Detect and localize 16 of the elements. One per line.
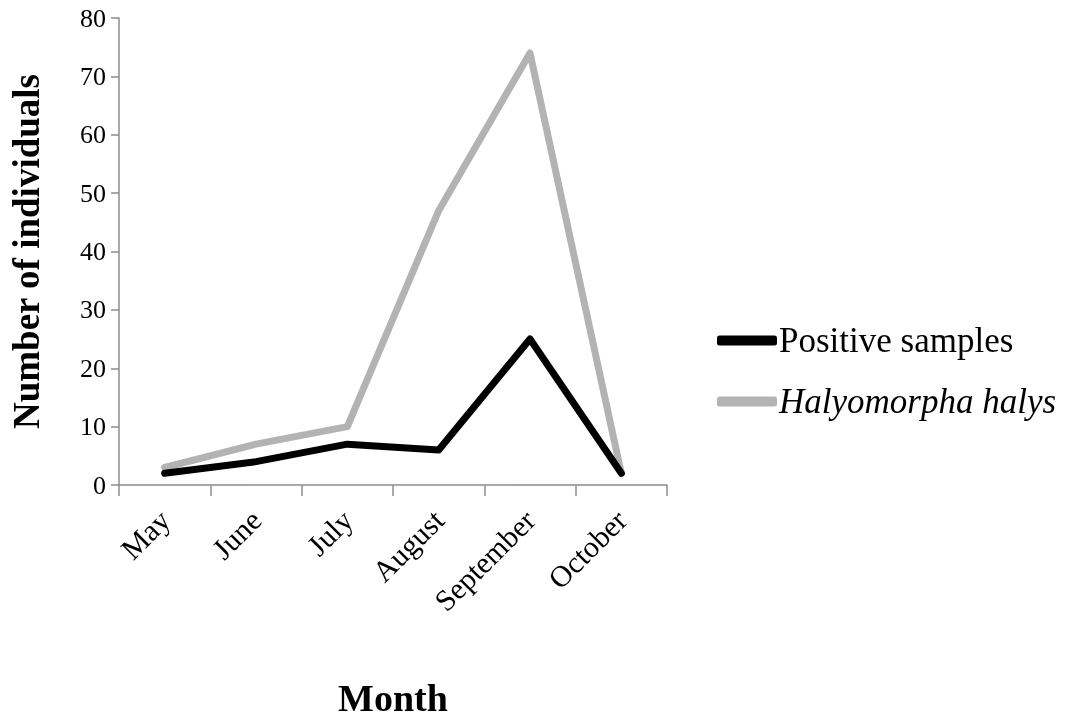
y-tick-label: 60 xyxy=(80,120,106,150)
y-axis-title: Number of individuals xyxy=(6,73,47,430)
y-tick-label: 40 xyxy=(80,237,106,266)
x-tick-label: May xyxy=(114,503,177,566)
x-axis-title: Month xyxy=(338,677,448,719)
y-tick-label: 10 xyxy=(80,412,106,442)
legend-label: Positive samples xyxy=(779,321,1014,360)
x-tick-label: July xyxy=(300,503,360,563)
y-tick-label: 80 xyxy=(80,3,106,33)
legend-label: Halyomorpha halys xyxy=(778,382,1057,421)
y-tick-label: 0 xyxy=(93,470,106,500)
x-tick-label: June xyxy=(205,503,268,566)
y-tick-label: 30 xyxy=(80,295,106,325)
y-tick-label: 70 xyxy=(80,61,106,91)
y-tick-label: 20 xyxy=(80,353,106,383)
y-tick-label: 50 xyxy=(80,178,106,208)
